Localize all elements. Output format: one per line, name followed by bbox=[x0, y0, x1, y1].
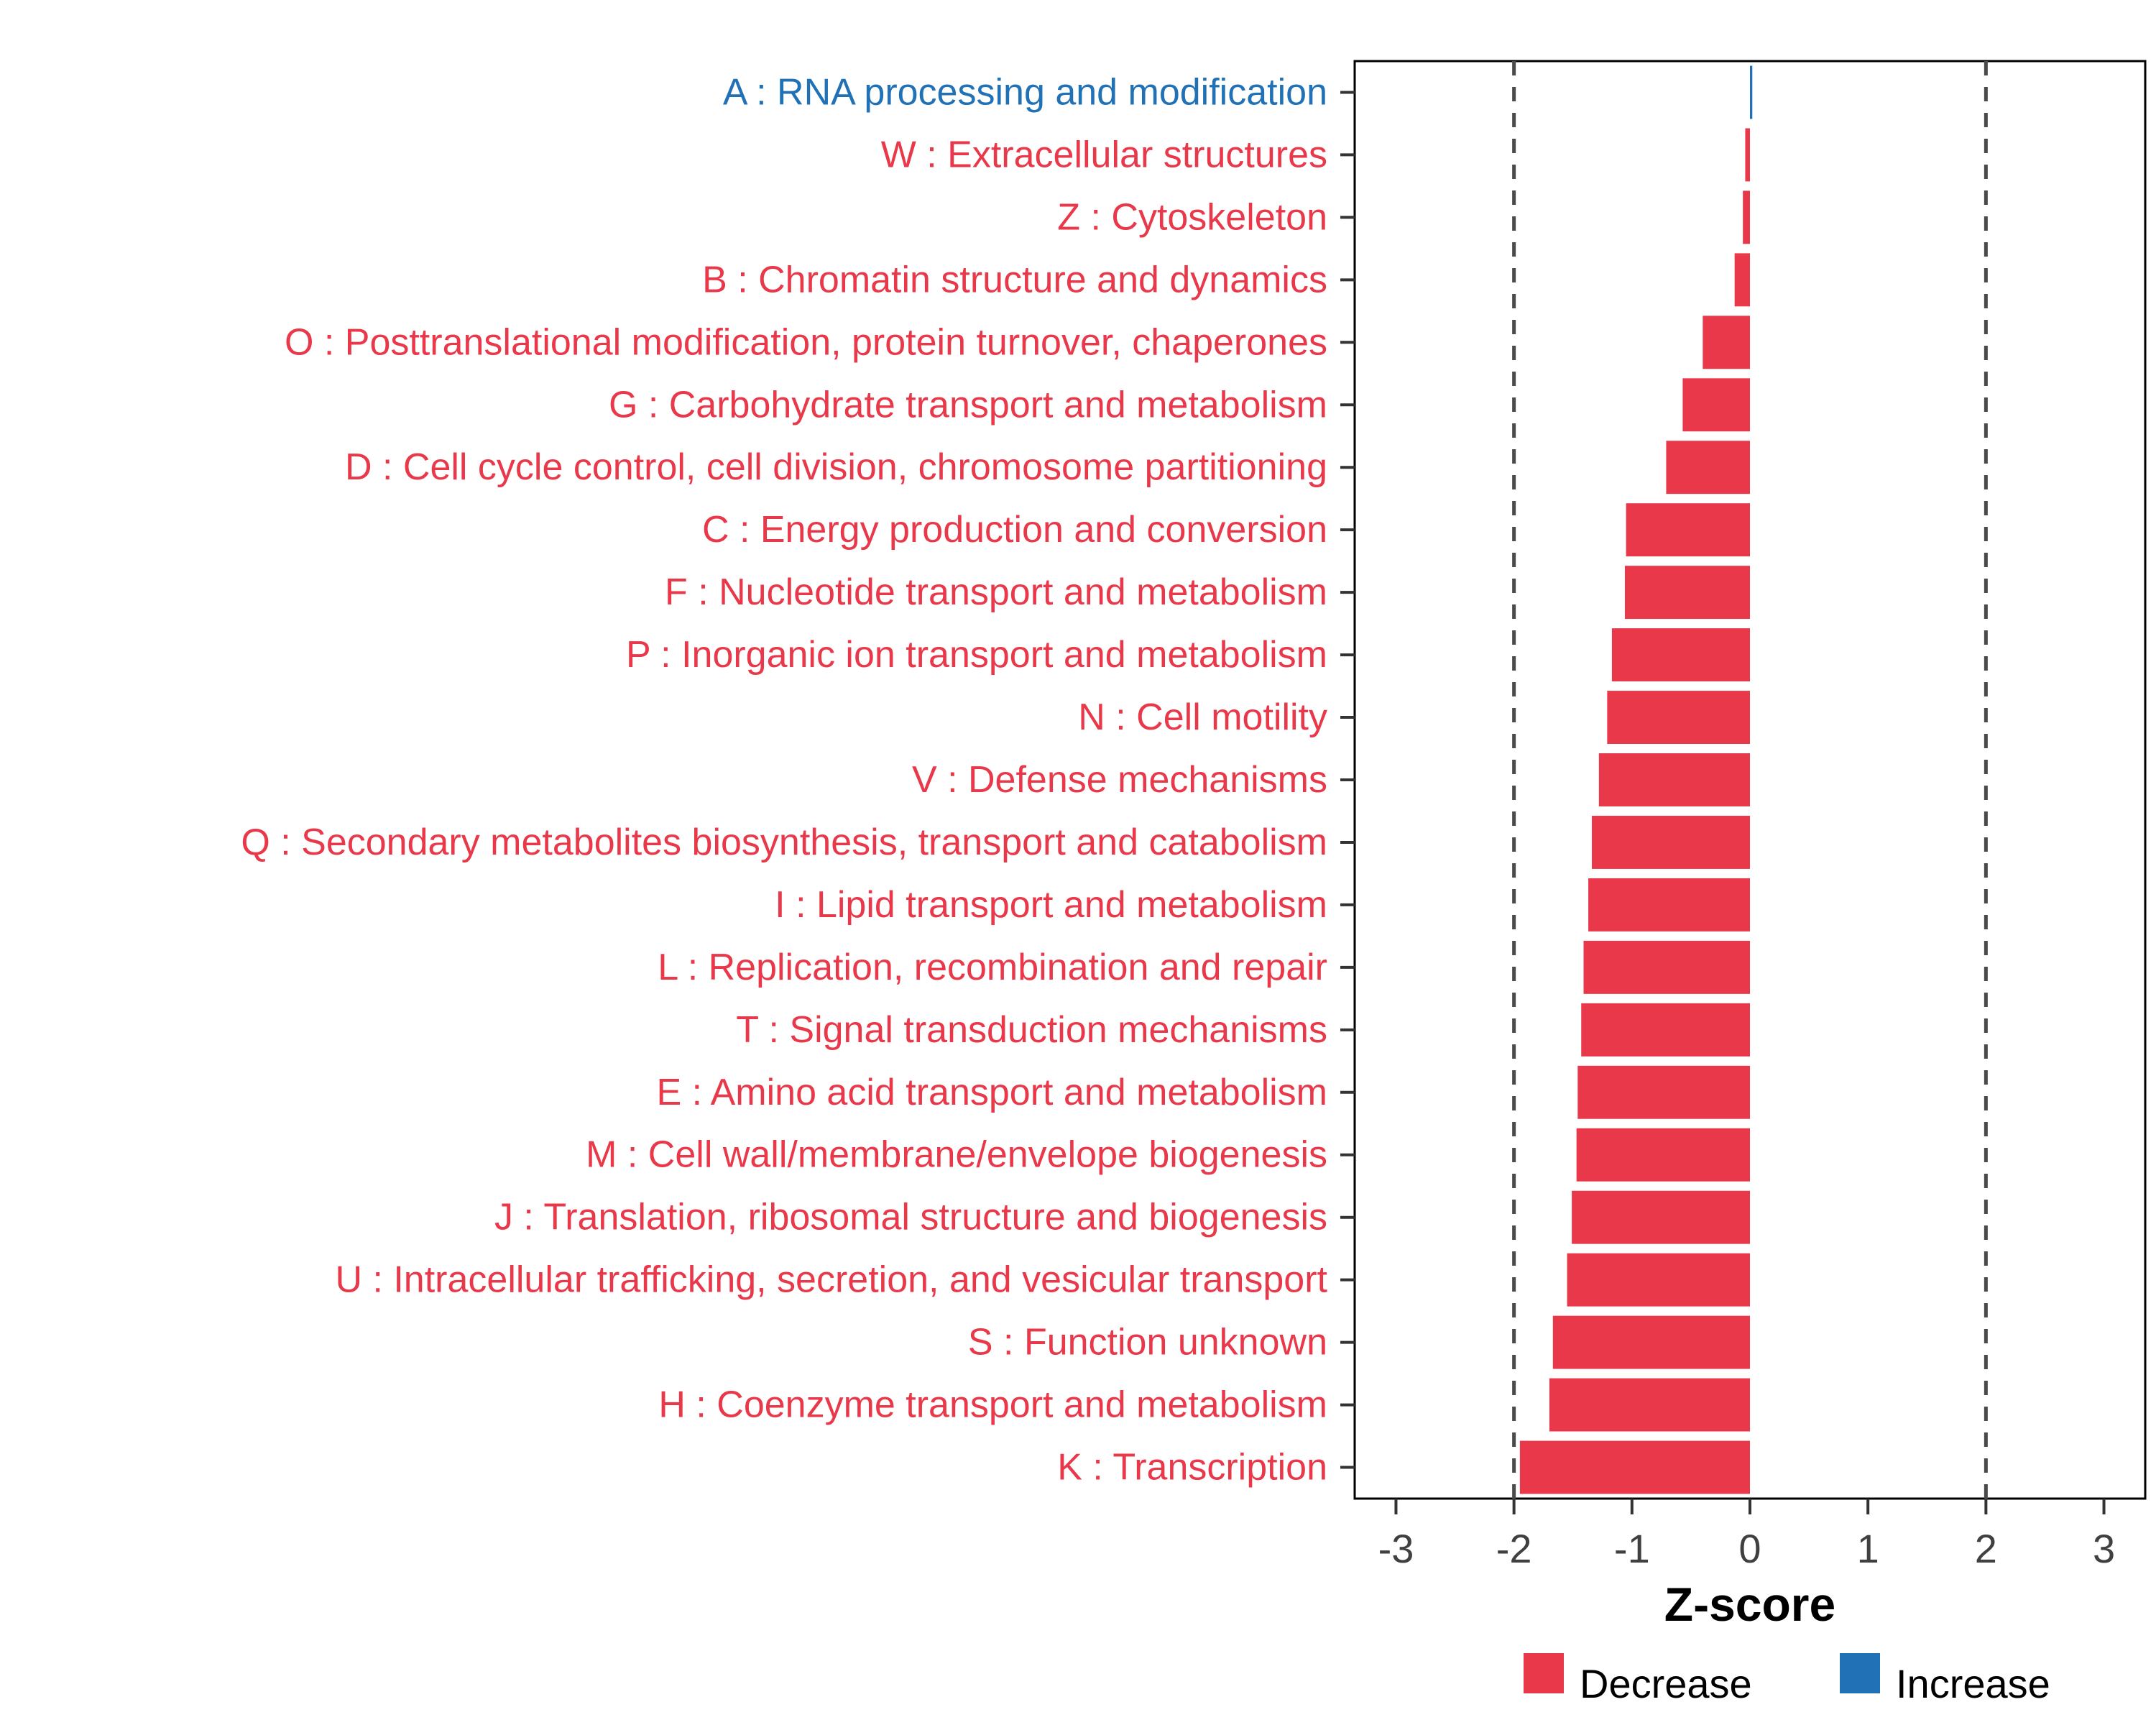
x-axis: -3 -2 -1 0 1 2 3 bbox=[1378, 1499, 2115, 1571]
category-label: O : Posttranslational modification, prot… bbox=[285, 321, 1327, 363]
bar bbox=[1581, 1003, 1750, 1057]
x-tick-label: -1 bbox=[1614, 1526, 1650, 1571]
bar bbox=[1666, 441, 1750, 494]
bar bbox=[1552, 1315, 1750, 1369]
category-label: G : Carbohydrate transport and metabolis… bbox=[609, 384, 1327, 426]
bar bbox=[1592, 816, 1750, 869]
bar bbox=[1572, 1190, 1750, 1244]
legend-label-increase: Increase bbox=[1896, 1661, 2050, 1706]
legend: Decrease Increase bbox=[1524, 1653, 2050, 1706]
legend-label-decrease: Decrease bbox=[1580, 1661, 1752, 1706]
bar bbox=[1682, 378, 1750, 432]
category-label: E : Amino acid transport and metabolism bbox=[656, 1072, 1327, 1113]
x-tick-label: 0 bbox=[1738, 1526, 1761, 1571]
category-label: P : Inorganic ion transport and metaboli… bbox=[626, 634, 1327, 676]
category-label: I : Lipid transport and metabolism bbox=[775, 884, 1327, 926]
category-label: S : Function unknown bbox=[968, 1322, 1327, 1363]
category-label: N : Cell motility bbox=[1078, 696, 1327, 738]
y-axis: A : RNA processing and modification W : E… bbox=[241, 71, 1355, 1489]
bar bbox=[1624, 566, 1750, 620]
x-axis-title: Z-score bbox=[1664, 1578, 1835, 1631]
category-label: M : Cell wall/membrane/envelope biogenes… bbox=[586, 1134, 1327, 1176]
category-label: T : Signal transduction mechanisms bbox=[736, 1009, 1327, 1051]
bar bbox=[1734, 253, 1750, 307]
x-tick-label: -2 bbox=[1496, 1526, 1532, 1571]
bar bbox=[1626, 503, 1750, 557]
category-label: U : Intracellular trafficking, secretion… bbox=[335, 1259, 1327, 1301]
bar bbox=[1750, 65, 1753, 119]
bar bbox=[1576, 1128, 1750, 1182]
x-tick-label: 2 bbox=[1975, 1526, 1997, 1571]
bar bbox=[1598, 753, 1750, 806]
category-label: W : Extracellular structures bbox=[881, 134, 1327, 175]
category-label: H : Coenzyme transport and metabolism bbox=[658, 1384, 1327, 1426]
category-label: J : Translation, ribosomal structure and… bbox=[494, 1197, 1327, 1238]
category-label: Z : Cytoskeleton bbox=[1057, 196, 1327, 238]
bar bbox=[1703, 316, 1750, 369]
x-tick-label: 3 bbox=[2093, 1526, 2115, 1571]
category-label: Q : Secondary metabolites biosynthesis, … bbox=[241, 822, 1327, 863]
bar-series bbox=[1519, 65, 1753, 1494]
bar bbox=[1583, 940, 1750, 994]
bar bbox=[1577, 1065, 1750, 1119]
x-tick-label: -3 bbox=[1378, 1526, 1414, 1571]
bar bbox=[1745, 128, 1750, 182]
x-tick-label: 1 bbox=[1857, 1526, 1879, 1571]
category-label: L : Replication, recombination and repai… bbox=[658, 947, 1327, 988]
bar bbox=[1588, 878, 1750, 932]
category-label: D : Cell cycle control, cell division, c… bbox=[345, 446, 1327, 488]
category-label: C : Energy production and conversion bbox=[702, 509, 1327, 551]
legend-swatch-increase bbox=[1840, 1653, 1880, 1693]
bar bbox=[1743, 190, 1750, 244]
category-label: B : Chromatin structure and dynamics bbox=[702, 259, 1327, 300]
legend-swatch-decrease bbox=[1524, 1653, 1564, 1693]
bar bbox=[1549, 1378, 1750, 1432]
bar bbox=[1567, 1253, 1750, 1307]
category-label: A : RNA processing and modification bbox=[723, 71, 1327, 113]
bar bbox=[1607, 691, 1750, 744]
category-label: V : Defense mechanisms bbox=[912, 759, 1327, 801]
threshold-lines bbox=[1512, 61, 1988, 1499]
bar bbox=[1519, 1440, 1750, 1494]
category-label: F : Nucleotide transport and metabolism bbox=[665, 571, 1327, 613]
category-label: K : Transcription bbox=[1057, 1447, 1327, 1489]
bar bbox=[1611, 628, 1750, 682]
